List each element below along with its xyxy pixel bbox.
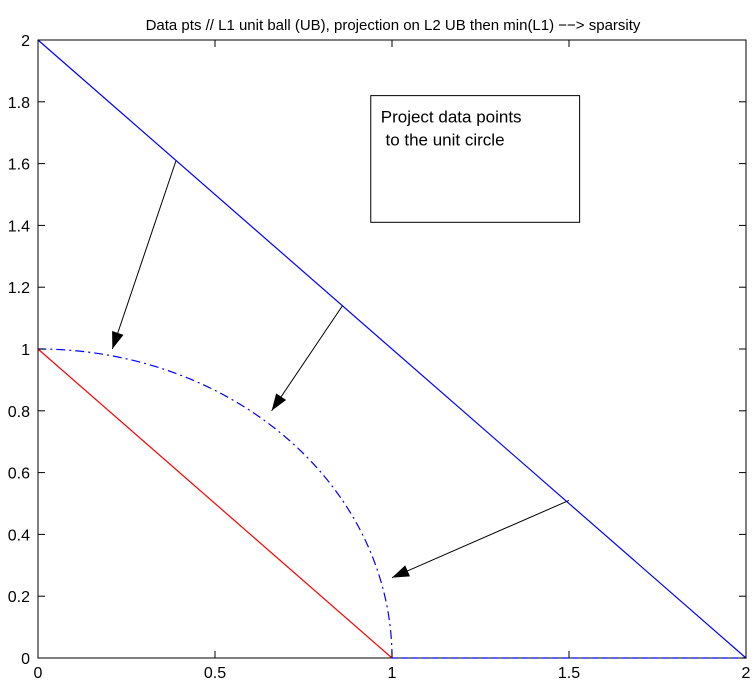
series-line-2 bbox=[37, 348, 393, 659]
annotation-text-line: to the unit circle bbox=[381, 131, 505, 150]
annotation-text-line: Project data points bbox=[381, 108, 522, 127]
series-line-0 bbox=[37, 39, 747, 659]
series-line-1 bbox=[37, 348, 393, 659]
arrow-head-2 bbox=[392, 565, 410, 578]
y-tick-label: 1.6 bbox=[8, 157, 30, 174]
annotation-layer: Project data points to the unit circle bbox=[370, 95, 581, 223]
arrow-head-0 bbox=[112, 330, 124, 349]
arrow-shaft-2 bbox=[391, 499, 570, 579]
arrow-shaft-0 bbox=[111, 160, 177, 350]
y-tick-label: 0.2 bbox=[8, 589, 30, 606]
chart-title: Data pts // L1 unit ball (UB), projectio… bbox=[146, 17, 641, 34]
tick-layer: 0 0.5 1 1.5 2 0 0.2 0.4 0.6 0.8 1 1.2 1.4 1.6 1.8 2 bbox=[8, 33, 751, 682]
x-tick-label: 0 bbox=[34, 665, 43, 682]
x-tick-label: 2 bbox=[742, 665, 751, 682]
x-tick-label: 1.5 bbox=[558, 665, 580, 682]
x-tick-label: 0.5 bbox=[204, 665, 226, 682]
arrow-layer bbox=[111, 160, 570, 579]
x-tick-label: 1 bbox=[388, 665, 397, 682]
y-tick-label: 0.4 bbox=[8, 527, 30, 544]
y-tick-label: 0.8 bbox=[8, 404, 30, 421]
annotation-box bbox=[370, 95, 581, 223]
y-tick-label: 1.2 bbox=[8, 280, 30, 297]
series-layer bbox=[37, 39, 747, 659]
y-tick-label: 1.8 bbox=[8, 95, 30, 112]
y-tick-label: 1.4 bbox=[8, 218, 30, 235]
y-tick-label: 0.6 bbox=[8, 466, 30, 483]
arrow-shaft-1 bbox=[271, 305, 343, 412]
arrow-head-1 bbox=[271, 393, 287, 411]
y-tick-label: 0 bbox=[21, 651, 30, 668]
y-tick-label: 2 bbox=[21, 33, 30, 50]
y-tick-label: 1 bbox=[21, 342, 30, 359]
